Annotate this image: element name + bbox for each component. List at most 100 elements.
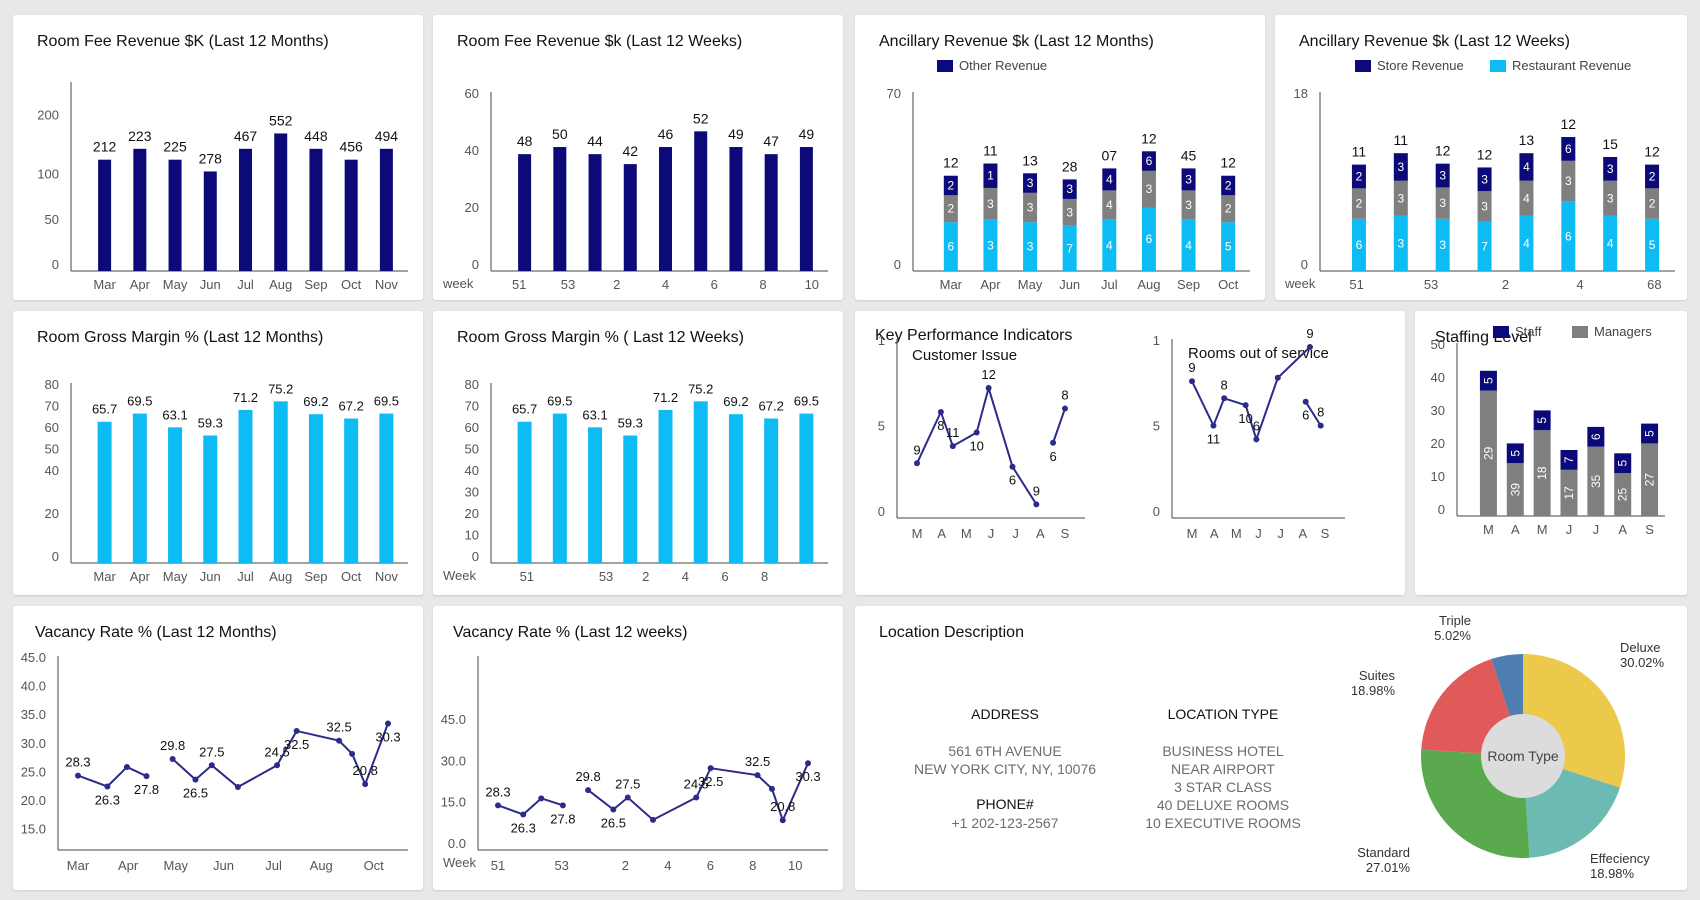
data-label: 49 bbox=[799, 126, 815, 142]
bar-segment bbox=[983, 219, 998, 271]
y-tick-label: 40 bbox=[1431, 370, 1445, 385]
segment-label: 2 bbox=[1225, 202, 1232, 216]
segment-label: 6 bbox=[947, 240, 954, 254]
chart-title: Vacancy Rate % (Last 12 weeks) bbox=[453, 624, 688, 641]
chart-title: Room Fee Revenue $K (Last 12 Months) bbox=[37, 33, 329, 50]
x-tick-label: 2 bbox=[642, 569, 649, 584]
x-tick-label: Nov bbox=[375, 569, 399, 584]
x-tick-label: S bbox=[1321, 526, 1330, 541]
location-type-heading: LOCATION TYPE bbox=[1167, 706, 1279, 722]
legend-label: Staff bbox=[1515, 324, 1542, 339]
data-point bbox=[585, 787, 592, 794]
data-label: 32.5 bbox=[698, 774, 723, 789]
y-tick-label: 50 bbox=[45, 442, 59, 457]
bar-segment bbox=[983, 187, 998, 220]
bar bbox=[588, 154, 602, 271]
data-label: 69.2 bbox=[303, 394, 328, 409]
data-point bbox=[973, 429, 980, 436]
y-tick-label: 15.0 bbox=[441, 795, 466, 810]
bar-segment bbox=[1561, 160, 1576, 202]
bar-segment bbox=[1393, 153, 1408, 181]
bar-segment bbox=[1062, 198, 1077, 226]
x-tick-label: Oct bbox=[364, 858, 385, 873]
x-tick-label: M bbox=[1483, 522, 1494, 537]
bar bbox=[799, 413, 814, 563]
data-label: 75.2 bbox=[688, 381, 713, 396]
segment-label: 6 bbox=[1356, 238, 1363, 252]
x-tick-label: 53 bbox=[1424, 277, 1438, 292]
data-label: 69.5 bbox=[547, 394, 572, 409]
x-tick-label: Apr bbox=[118, 858, 139, 873]
data-label: 46 bbox=[658, 126, 674, 142]
chart-title: Ancillary Revenue $k (Last 12 Months) bbox=[879, 33, 1154, 50]
data-label: 67.2 bbox=[339, 399, 364, 414]
bar bbox=[728, 414, 743, 563]
card-staffing: Staffing Level 0 10 20 30 40 50 29 5 39 5 18 5 17 7 35… bbox=[1415, 311, 1687, 595]
bar-segment bbox=[1645, 188, 1660, 219]
segment-label: 3 bbox=[1439, 238, 1446, 252]
data-label: 71.2 bbox=[233, 390, 258, 405]
data-label: 71.2 bbox=[653, 390, 678, 405]
data-point bbox=[336, 737, 343, 744]
y-tick-label: 5 bbox=[1153, 419, 1160, 434]
data-label: 20.8 bbox=[770, 799, 795, 814]
x-tick-label: Jul bbox=[237, 569, 254, 584]
bar-segment bbox=[1603, 215, 1618, 271]
bar-segment bbox=[1023, 192, 1038, 223]
legend-label: Managers bbox=[1594, 324, 1652, 339]
bar bbox=[309, 148, 323, 271]
pie-center bbox=[1481, 714, 1565, 798]
data-point bbox=[1221, 395, 1228, 402]
y-tick-label: 18 bbox=[1294, 86, 1308, 101]
y-tick-label: 70 bbox=[887, 86, 901, 101]
total-label: 12 bbox=[1644, 144, 1660, 160]
bar bbox=[98, 159, 112, 271]
segment-label: 4 bbox=[1185, 238, 1192, 252]
bar-segment bbox=[1519, 153, 1534, 181]
data-label: 6 bbox=[1049, 449, 1056, 464]
segment-label: 3 bbox=[1146, 182, 1153, 196]
x-tick-label: 6 bbox=[711, 277, 718, 292]
data-label: 448 bbox=[304, 128, 328, 144]
segment-label: 4 bbox=[1523, 191, 1530, 205]
x-tick-label: 8 bbox=[759, 277, 766, 292]
segment-label: 3 bbox=[1565, 174, 1572, 188]
bar-segment bbox=[1435, 163, 1450, 188]
legend-swatch bbox=[1493, 326, 1509, 338]
y-tick-label: 30.0 bbox=[441, 753, 466, 768]
bar-segment bbox=[1587, 426, 1605, 447]
x-tick-label: 4 bbox=[1576, 277, 1583, 292]
legend-swatch bbox=[1572, 326, 1588, 338]
x-tick-label: Jun bbox=[200, 277, 221, 292]
data-point bbox=[768, 785, 775, 792]
y-tick-label: 0 bbox=[878, 504, 885, 519]
x-tick-label: S bbox=[1645, 522, 1654, 537]
data-point bbox=[559, 802, 566, 809]
data-point bbox=[234, 784, 241, 791]
location-type-line-4: 40 DELUXE ROOMS bbox=[1156, 797, 1290, 813]
y-tick-label: 100 bbox=[37, 167, 59, 182]
bar-segment bbox=[943, 195, 958, 223]
data-label: 75.2 bbox=[268, 381, 293, 396]
x-tick-label: 53 bbox=[554, 858, 568, 873]
x-tick-label: 8 bbox=[749, 858, 756, 873]
data-point bbox=[123, 764, 130, 771]
bar-segment bbox=[1479, 390, 1497, 516]
chart-title: Room Gross Margin % (Last 12 Months) bbox=[37, 329, 324, 346]
address-line-2: NEW YORK CITY, NY, 10076 bbox=[913, 761, 1097, 777]
chart-title: Room Gross Margin % ( Last 12 Weeks) bbox=[457, 329, 744, 346]
address-line-1: 561 6TH AVENUE bbox=[948, 743, 1062, 759]
segment-label: 3 bbox=[1607, 162, 1614, 176]
data-label: 30.3 bbox=[375, 730, 400, 745]
chart-title: Customer Issue bbox=[912, 347, 1018, 364]
data-label: 32.5 bbox=[745, 754, 770, 769]
segment-label: 7 bbox=[1066, 241, 1073, 255]
bar bbox=[379, 148, 393, 271]
data-point bbox=[1306, 344, 1313, 350]
data-label: 8 bbox=[937, 418, 944, 433]
bar-segment bbox=[1351, 164, 1366, 189]
data-label: 44 bbox=[587, 133, 603, 149]
data-point bbox=[1302, 398, 1309, 405]
bar bbox=[133, 148, 147, 271]
